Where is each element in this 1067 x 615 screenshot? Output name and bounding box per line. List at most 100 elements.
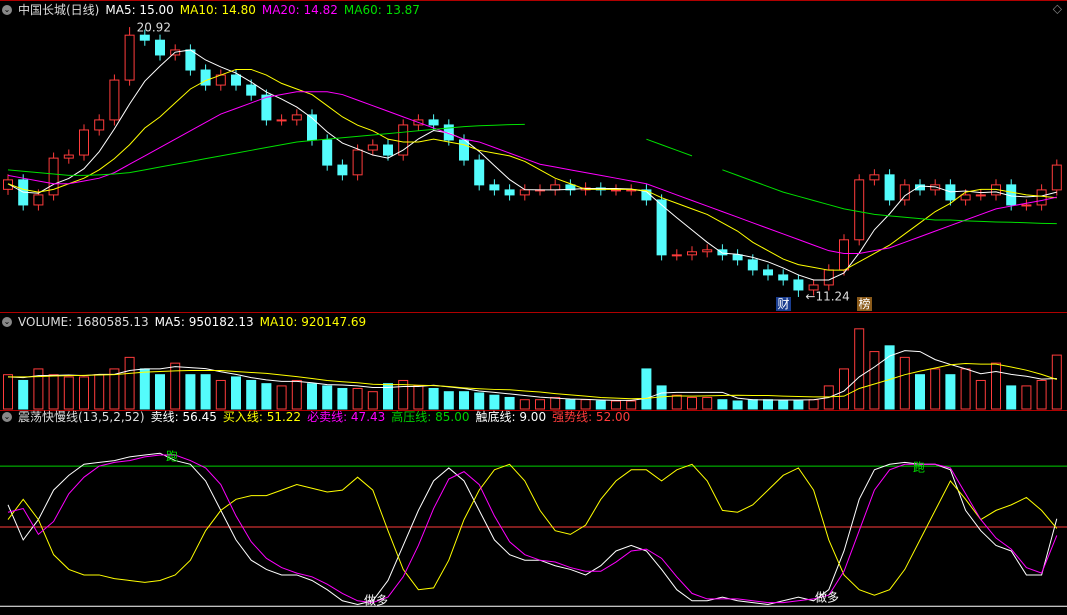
- marker-box: [776, 297, 791, 311]
- signal-label: 做多: [815, 590, 839, 605]
- volume-bar: [109, 368, 120, 410]
- volume-bar: [991, 362, 1001, 410]
- collapse-icon[interactable]: ⌄: [2, 317, 12, 327]
- candle-body: [945, 184, 956, 201]
- volume-bar: [595, 400, 606, 410]
- panel-title: VOLUME: 1680585.13: [18, 315, 149, 329]
- volume-bar: [565, 399, 576, 410]
- candle-body: [717, 249, 728, 256]
- volume-bar: [854, 328, 865, 410]
- volume-bar: [960, 368, 971, 410]
- marker[interactable]: 财: [777, 297, 789, 311]
- candle-body: [3, 179, 13, 190]
- volume-bar: [808, 399, 819, 410]
- volume-bar: [170, 362, 181, 410]
- candle-body: [732, 254, 743, 261]
- candle-body: [899, 184, 910, 201]
- candle-body: [1021, 204, 1032, 207]
- volume-bar: [124, 356, 135, 410]
- volume-bar: [215, 379, 226, 410]
- volume-bar: [307, 383, 317, 410]
- volume-bar: [626, 400, 637, 410]
- panel-title: 震荡快慢线(13,5,2,52): [18, 410, 145, 424]
- volume-bar: [747, 399, 758, 410]
- candle-body: [459, 139, 469, 161]
- volume-bar: [611, 400, 621, 410]
- marker-box: [857, 297, 872, 311]
- candle-body: [79, 129, 89, 156]
- panel-header: ⌄ VOLUME: 1680585.13 MA5: 950182.13 MA10: 9…: [2, 315, 366, 329]
- candle-body: [975, 194, 986, 197]
- indicator-line: [7, 452, 1058, 605]
- volume-bar: [428, 387, 439, 410]
- volume-bar: [231, 376, 241, 410]
- candle-body: [489, 184, 500, 191]
- legend-entry: MA60: 13.87: [343, 3, 420, 17]
- candle-body: [702, 249, 713, 253]
- legend-entry: 买入线: 51.22: [222, 410, 302, 424]
- candle-body: [519, 189, 530, 196]
- marker[interactable]: 榜: [858, 296, 870, 311]
- candle-body: [33, 194, 44, 206]
- legend-entry: MA5: 15.00: [105, 3, 174, 17]
- indicator-line: [7, 68, 1057, 271]
- volume-bar: [535, 399, 545, 410]
- legend-entry: 强势线: 52.00: [552, 410, 631, 424]
- candle-body: [474, 159, 485, 186]
- candle-body: [839, 239, 849, 271]
- volume-bar: [1006, 385, 1017, 410]
- candle-body: [428, 119, 439, 126]
- candle-body: [231, 74, 241, 86]
- candle-body: [352, 149, 363, 176]
- volume-bar: [48, 374, 59, 410]
- volume-bar: [185, 374, 196, 410]
- volume-bar: [839, 368, 849, 410]
- candle-body: [763, 269, 773, 276]
- indicator-line: [7, 91, 1057, 254]
- candle-body: [504, 189, 515, 196]
- candle-body: [550, 184, 561, 191]
- volume-bar: [732, 400, 743, 410]
- candle-body: [139, 34, 150, 41]
- legend-entry: 卖线: 56.45: [150, 410, 217, 424]
- collapse-icon[interactable]: ⌄: [2, 412, 12, 422]
- price-annotation: ←11.24: [805, 289, 849, 303]
- candle-body: [960, 194, 971, 201]
- volume-bar: [3, 374, 13, 410]
- volume-bar: [200, 374, 211, 410]
- volume-bar: [702, 396, 713, 410]
- candle-body: [383, 144, 393, 156]
- volume-bar: [915, 374, 925, 410]
- panel-title: 中国长城(日线): [18, 3, 100, 17]
- price-annotation: 20.92: [137, 21, 171, 35]
- candle-body: [884, 174, 895, 201]
- candle-body: [747, 259, 758, 271]
- candle-body: [322, 139, 333, 166]
- indicator-line: [7, 123, 1057, 225]
- volume-bar: [1036, 379, 1047, 410]
- volume-bar: [367, 391, 378, 410]
- legend-entry: MA5: 950182.13: [154, 315, 254, 329]
- volume-bar: [687, 396, 697, 410]
- candle-body: [854, 179, 865, 241]
- volume-bar: [337, 387, 348, 410]
- volume-bar: [550, 396, 561, 410]
- volume-bar: [474, 392, 485, 410]
- candle-body: [398, 124, 409, 156]
- collapse-icon[interactable]: ⌄: [2, 5, 12, 15]
- volume-bar: [869, 351, 880, 410]
- legend-entry: 触底线: 9.00: [475, 410, 547, 424]
- legend-entry: MA10: 920147.69: [259, 315, 367, 329]
- volume-bar: [899, 356, 910, 410]
- corner-icon[interactable]: ◇: [1053, 2, 1063, 16]
- volume-bar: [504, 396, 515, 410]
- candle-body: [307, 114, 317, 141]
- candle-body: [1036, 189, 1047, 206]
- signal-label: 跑: [166, 450, 178, 464]
- volume-bar: [884, 345, 895, 410]
- candle-body: [291, 114, 302, 121]
- candle-body: [808, 284, 819, 291]
- volume-bar: [1051, 354, 1062, 410]
